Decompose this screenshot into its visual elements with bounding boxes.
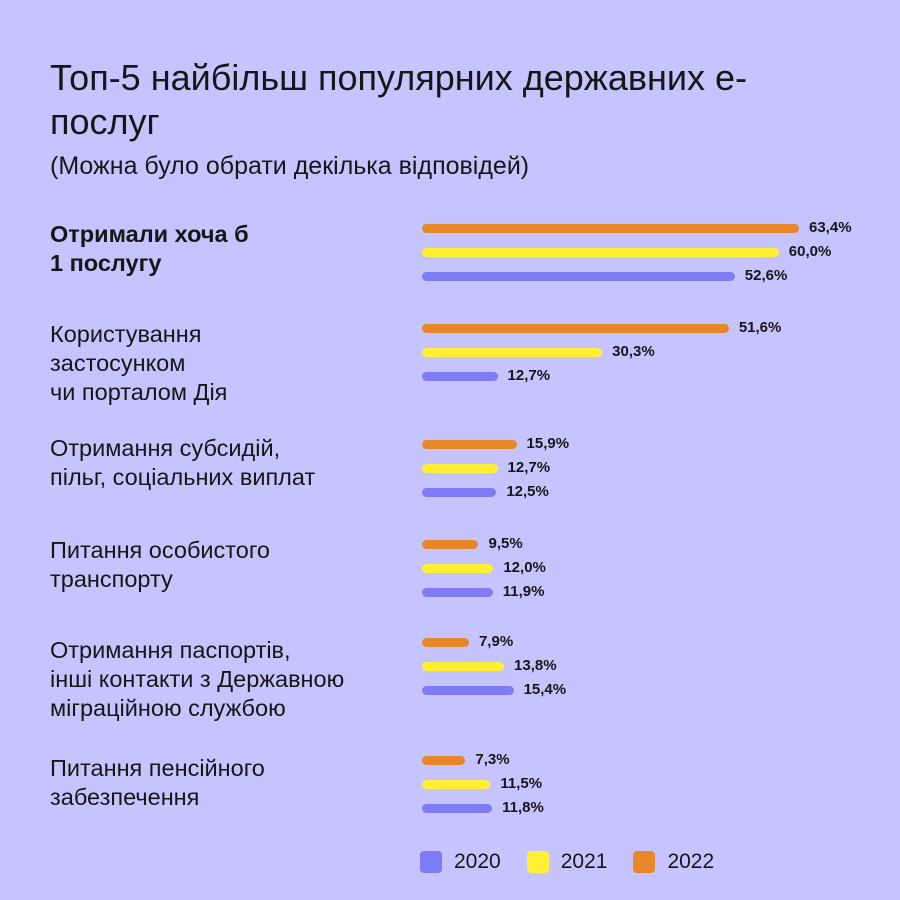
data-label-2021: 12,7% [507,459,551,476]
data-label-2020: 12,5% [506,483,549,500]
bar-2021 [422,464,498,473]
data-label-2020: 15,4% [523,681,567,698]
category-label-line: транспорту [50,566,173,592]
legend-label-2021: 2021 [560,850,608,873]
category-label-line: Питання пенсійного [50,755,265,781]
bar-2020 [422,372,498,381]
category-label: Користування застосунком чи порталом Дія [50,320,410,407]
bar-2020 [422,272,735,281]
data-label-2022: 63,4% [809,219,852,236]
bar-2020 [422,804,493,813]
data-label-2022: 7,3% [475,751,510,768]
legend-item-2022: 2022 [633,850,714,874]
data-label-2021: 13,8% [514,657,557,674]
bar-2022 [422,324,729,333]
category-label-line: Отримання субсидій, [50,435,281,461]
legend-label-2020: 2020 [454,850,501,873]
category-label-line: Користування [50,321,202,347]
data-label-2022: 15,9% [526,435,570,452]
chart-subtitle: (Можна було обрати декілька відповідей) [50,152,530,180]
chart-title: Топ-5 найбільш популярних державних е-по… [50,57,747,142]
bar-2022 [422,224,799,233]
category-label-line: Отримали хоча б [50,221,249,247]
category-label: Питання пенсійного забезпечення [50,754,410,812]
data-label-2020: 52,6% [744,267,788,284]
data-label-2020: 11,8% [502,799,544,816]
bar-2021 [422,662,505,671]
category-label: Отримання субсидій, пільг, соціальних вип… [50,434,410,492]
category-label-line: чи порталом Дія [50,379,228,405]
legend-swatch-2022 [633,851,656,873]
category-label-line: Отримання паспортів, [50,637,291,663]
data-label-2021: 30,3% [612,343,655,360]
legend: 2020 2021 2022 [420,850,740,874]
bar-2022 [422,756,466,765]
data-label-2021: 11,5% [500,775,543,792]
category-label-line: Питання особистого [50,537,270,563]
legend-item-2021: 2021 [526,850,608,874]
legend-item-2020: 2020 [420,850,501,874]
category-label: Отримали хоча б 1 послугу [50,220,410,278]
bar-2021 [422,348,603,357]
bar-2021 [422,248,779,257]
data-label-2022: 9,5% [488,535,523,552]
data-label-2020: 11,9% [502,583,545,600]
bar-2021 [422,564,494,573]
data-label-2022: 51,6% [738,319,782,336]
bar-2020 [422,686,514,695]
bar-2022 [422,638,469,647]
category-label: Отримання паспортів, інші контакти з Держ… [50,636,410,723]
category-label: Питання особистого транспорту [50,536,410,594]
data-label-2021: 60,0% [788,243,832,260]
bar-2020 [422,588,493,597]
category-label-line: забезпечення [50,784,200,810]
legend-label-2022: 2022 [667,850,715,873]
bar-2020 [422,488,497,497]
category-label-line: застосунком [50,350,186,376]
legend-swatch-2021 [526,851,549,873]
data-label-2020: 12,7% [507,367,551,384]
category-label-line: пільг, соціальних виплат [50,464,316,490]
legend-swatch-2020 [420,851,442,873]
category-label-line: інші контакти з Державною [50,666,345,692]
bar-2022 [422,440,517,449]
category-label-line: міграційною службою [50,695,286,721]
category-label-line: 1 послугу [50,250,162,276]
data-label-2021: 12,0% [503,559,546,576]
data-label-2022: 7,9% [478,633,514,650]
bar-2022 [422,540,479,549]
bar-2021 [422,780,491,789]
